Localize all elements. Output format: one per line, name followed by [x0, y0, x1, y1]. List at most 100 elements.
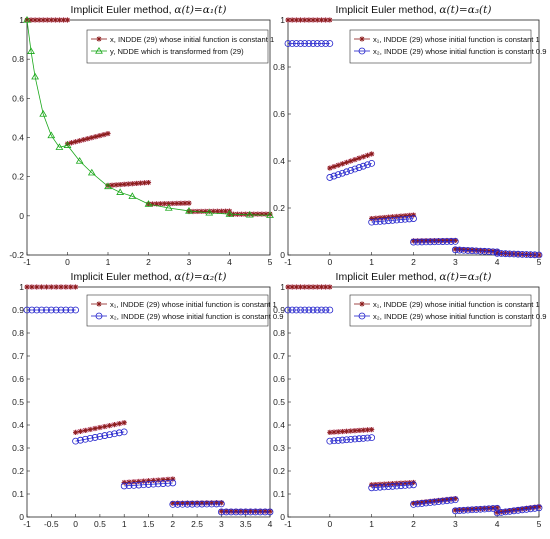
- series-2: [284, 40, 543, 259]
- data-point: [339, 161, 345, 167]
- data-point: [256, 508, 264, 516]
- data-point: [60, 17, 67, 23]
- data-point: [489, 505, 497, 512]
- data-point: [439, 497, 447, 505]
- data-point: [343, 159, 350, 166]
- data-point: [27, 47, 35, 54]
- data-point: [144, 200, 153, 207]
- data-point: [348, 158, 354, 164]
- data-point: [323, 284, 329, 290]
- data-point: [288, 40, 296, 47]
- data-segment: [285, 17, 333, 23]
- data-point: [185, 206, 193, 214]
- data-point: [188, 500, 196, 508]
- data-point: [451, 237, 459, 245]
- data-point: [297, 40, 304, 47]
- data-point: [426, 238, 434, 246]
- data-point: [266, 211, 274, 218]
- y-tick-label: 0.3: [12, 443, 24, 453]
- data-point: [493, 249, 501, 257]
- data-point: [338, 436, 346, 444]
- y-tick-label: 1: [280, 282, 285, 292]
- data-point: [193, 500, 201, 508]
- data-point: [405, 481, 413, 489]
- data-point: [39, 110, 48, 117]
- data-point: [73, 429, 79, 435]
- data-point: [58, 284, 64, 290]
- data-point: [53, 284, 59, 290]
- data-point: [141, 478, 147, 484]
- data-point: [514, 250, 522, 258]
- data-point: [97, 133, 103, 139]
- data-segment: [284, 306, 334, 314]
- data-point: [435, 238, 443, 246]
- data-point: [348, 428, 354, 434]
- data-point: [397, 216, 405, 224]
- data-point: [116, 188, 125, 195]
- x-tick-label: -1: [23, 519, 31, 529]
- data-point: [68, 284, 74, 290]
- data-point: [81, 137, 87, 143]
- data-point: [52, 306, 60, 314]
- x-tick-label: 4: [268, 519, 273, 529]
- data-point: [309, 306, 317, 314]
- data-point: [431, 238, 438, 246]
- data-point: [447, 496, 455, 504]
- x-tick-label: -1: [284, 257, 292, 267]
- data-point: [352, 156, 358, 163]
- data-point: [121, 479, 127, 486]
- data-point: [318, 40, 325, 47]
- data-point: [33, 306, 41, 314]
- data-point: [130, 481, 138, 489]
- data-point: [527, 251, 535, 259]
- data-point: [397, 482, 405, 490]
- legend: x₁, INDDE (29) whose initial function is…: [349, 29, 546, 64]
- data-point: [330, 437, 338, 445]
- x-tick-label: -0.5: [44, 519, 59, 529]
- data-point: [384, 483, 392, 490]
- data-point: [77, 428, 84, 434]
- data-point: [31, 72, 39, 80]
- data-point: [63, 141, 72, 148]
- series-2: [23, 16, 274, 218]
- data-point: [86, 434, 94, 442]
- legend-item: x₂, INDDE (29) whose initial function is…: [91, 312, 283, 321]
- data-point: [82, 427, 88, 434]
- data-point: [203, 500, 211, 508]
- data-point: [63, 284, 69, 290]
- y-tick-label: 0.2: [273, 466, 285, 476]
- data-segment: [451, 246, 501, 256]
- legend-item: x₁, INDDE (29) whose initial function is…: [91, 300, 277, 309]
- data-segment: [72, 428, 128, 445]
- data-point: [393, 482, 401, 490]
- data-point: [330, 172, 338, 180]
- data-point: [101, 432, 109, 439]
- data-point: [410, 212, 417, 218]
- y-tick-label: 1: [19, 15, 24, 25]
- data-point: [477, 247, 484, 255]
- data-point: [460, 506, 468, 514]
- data-point: [460, 246, 468, 254]
- data-segment: [120, 479, 177, 490]
- legend-label: x, INDDE (29) whose initial function is …: [110, 35, 274, 44]
- data-point: [506, 507, 514, 515]
- data-point: [410, 481, 417, 489]
- data-point: [472, 506, 480, 513]
- data-point: [418, 500, 426, 507]
- y-tick-label: 0.8: [273, 328, 285, 338]
- data-point: [364, 434, 371, 442]
- data-point: [217, 500, 225, 508]
- data-point: [107, 422, 113, 429]
- data-segment: [145, 200, 192, 207]
- y-tick-label: 0.4: [273, 156, 285, 166]
- data-point: [120, 428, 128, 436]
- data-point: [326, 40, 334, 47]
- y-tick-label: 1: [280, 15, 285, 25]
- x-tick-label: 0: [327, 257, 332, 267]
- data-segment: [326, 434, 376, 445]
- data-point: [284, 306, 292, 314]
- x-tick-label: 1: [106, 257, 111, 267]
- data-point: [89, 135, 95, 141]
- data-point: [485, 505, 493, 513]
